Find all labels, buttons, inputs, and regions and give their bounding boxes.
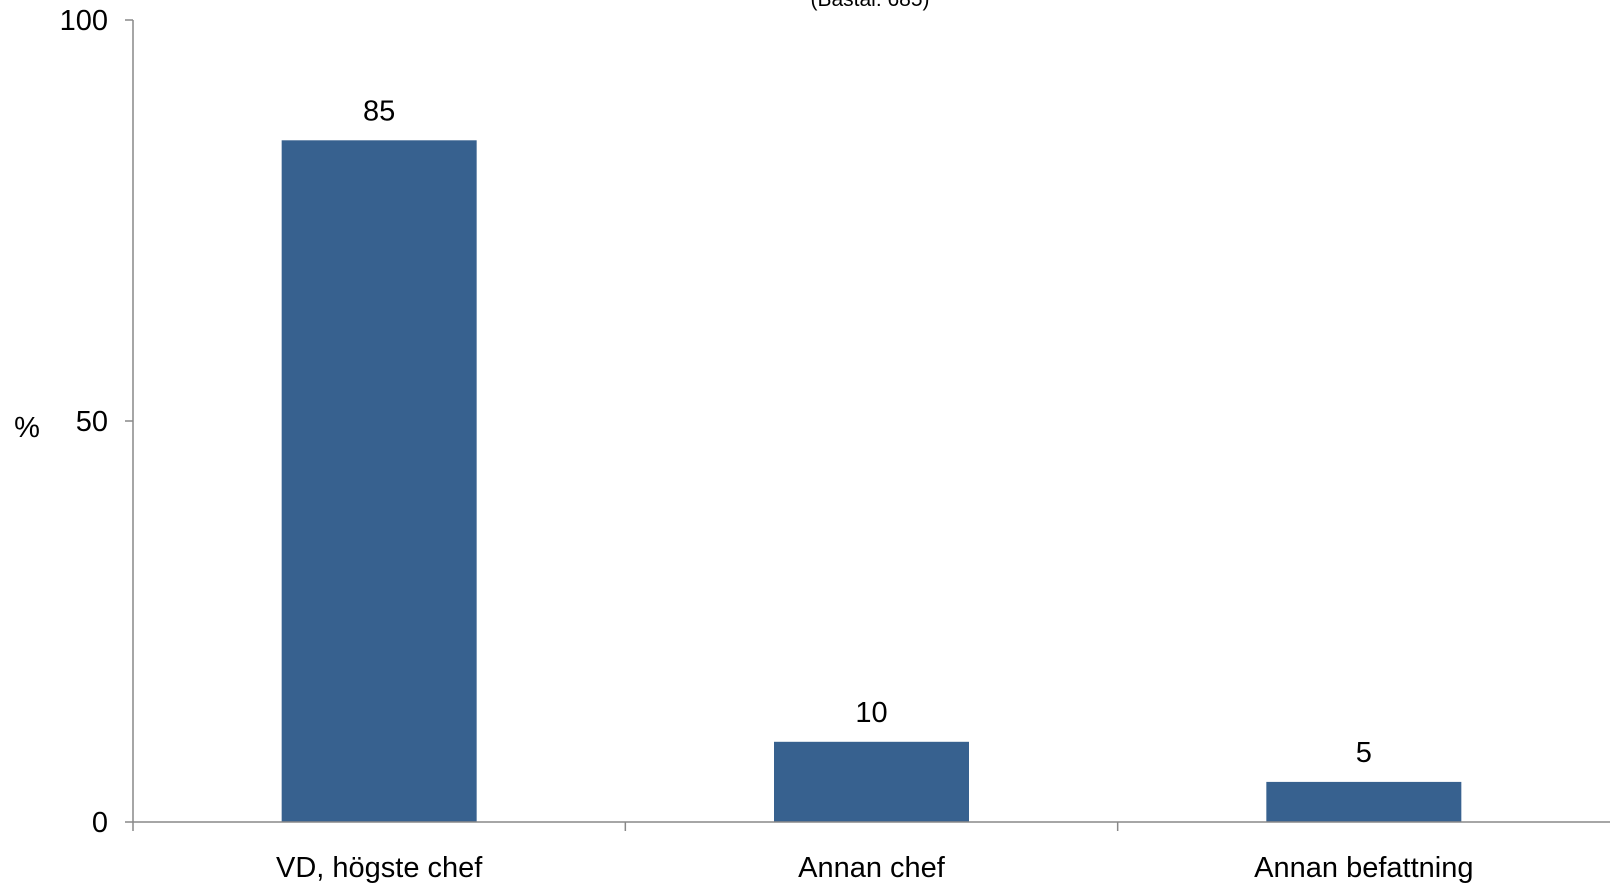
value-labels: 85 10 5 <box>363 95 1372 769</box>
y-axis-label: % <box>14 412 40 444</box>
bars <box>281 140 1462 823</box>
x-axis-ticks: VD, högste chef Annan chef Annan befattnin… <box>132 822 1473 884</box>
y-axis-ticks: 0 50 100 <box>60 5 133 839</box>
data-label: 85 <box>363 95 395 127</box>
x-category-label: VD, högste chef <box>276 852 483 884</box>
data-label: 5 <box>1356 737 1372 769</box>
y-tick-label: 0 <box>92 807 108 839</box>
x-category-label: Annan befattning <box>1254 852 1473 884</box>
y-tick-label: 50 <box>76 406 108 438</box>
bar <box>774 741 969 822</box>
chart-subtitle: (Bastal: 685) <box>810 0 929 11</box>
bar <box>1266 781 1462 822</box>
bar <box>281 140 477 823</box>
y-tick-label: 100 <box>60 5 108 37</box>
x-category-label: Annan chef <box>798 852 946 884</box>
data-label: 10 <box>855 697 887 729</box>
